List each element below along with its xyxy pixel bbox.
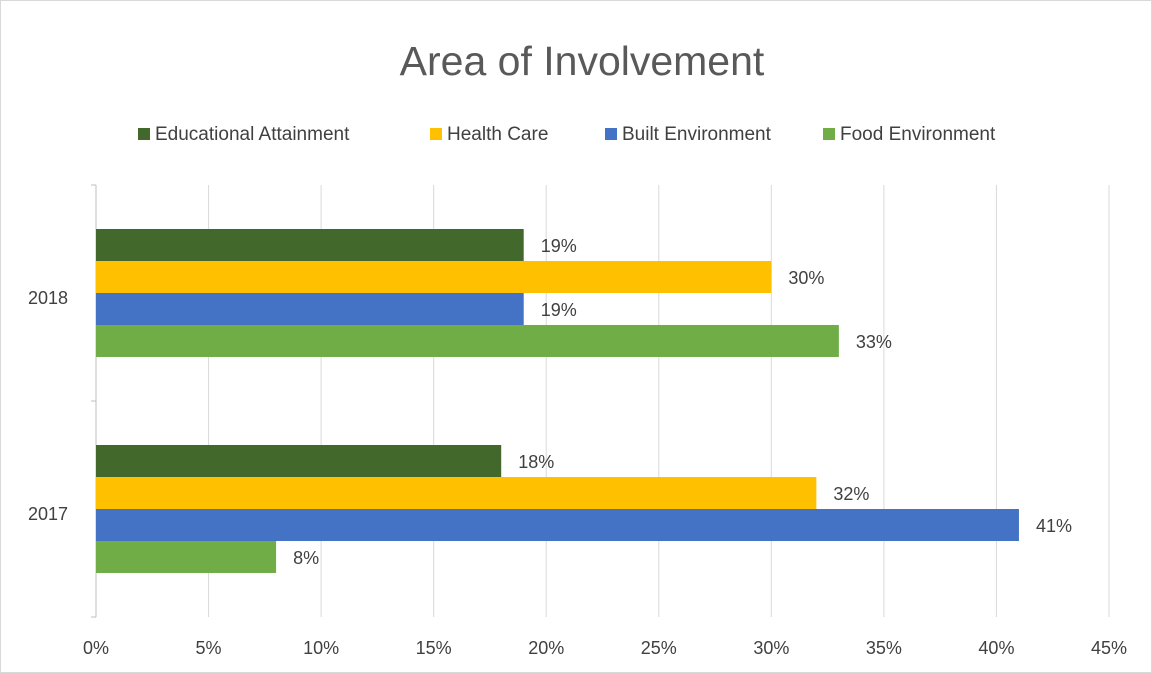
x-tick-label: 45% (1091, 638, 1127, 658)
bar-value-label: 18% (518, 452, 554, 472)
bar-value-label: 41% (1036, 516, 1072, 536)
legend-swatch (430, 128, 442, 140)
legend-swatch (138, 128, 150, 140)
x-tick-label: 20% (528, 638, 564, 658)
x-tick-label: 25% (641, 638, 677, 658)
bar (96, 541, 277, 573)
x-tick-label: 40% (978, 638, 1014, 658)
x-tick-label: 15% (416, 638, 452, 658)
x-tick-label: 30% (753, 638, 789, 658)
y-tick-label: 2017 (28, 504, 68, 524)
bar-value-label: 8% (293, 548, 319, 568)
legend-label: Built Environment (622, 124, 772, 145)
bar-value-label: 19% (541, 300, 577, 320)
bar-value-label: 33% (856, 332, 892, 352)
x-tick-label: 5% (196, 638, 222, 658)
x-tick-label: 35% (866, 638, 902, 658)
legend-label: Food Environment (840, 124, 996, 145)
x-tick-label: 10% (303, 638, 339, 658)
legend-label: Educational Attainment (155, 124, 350, 145)
legend-swatch (605, 128, 617, 140)
bar (96, 229, 524, 261)
x-tick-label: 0% (83, 638, 109, 658)
bar-value-label: 32% (833, 484, 869, 504)
bar (96, 477, 817, 509)
y-tick-label: 2018 (28, 288, 68, 308)
bar (96, 293, 524, 325)
chart-title: Area of Involvement (400, 38, 765, 84)
legend-label: Health Care (447, 124, 548, 145)
bar (96, 509, 1019, 541)
legend-swatch (823, 128, 835, 140)
bar (96, 445, 502, 477)
bar-value-label: 19% (541, 236, 577, 256)
bar (96, 325, 839, 357)
bar (96, 261, 772, 293)
bar-value-label: 30% (788, 268, 824, 288)
